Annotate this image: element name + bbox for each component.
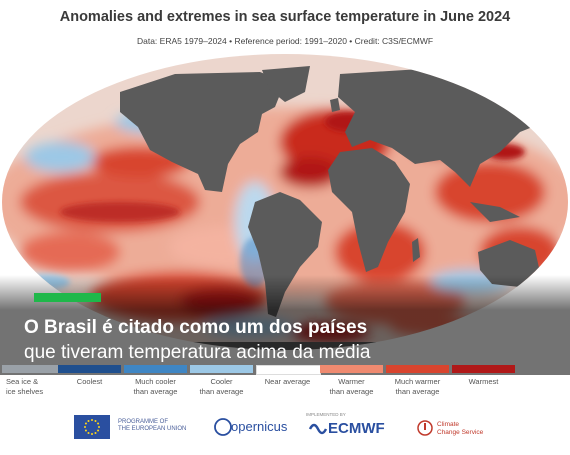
legend-label-much-cooler: Much cooler than average [133,377,178,396]
eu-star-icon [97,422,100,425]
accent-bar [34,293,101,302]
legend: Sea ice & ice shelves Coolest Much coole… [0,365,570,405]
eu-star-icon [94,432,97,435]
indonesia [470,202,520,222]
legend-label-sea-ice: Sea ice & ice shelves [6,377,44,396]
eu-star-icon [87,419,90,422]
uk [330,98,340,112]
c3s-logo-icon [417,420,433,436]
legend-label-coolest: Coolest [76,377,103,386]
legend-swatch-cooler [190,365,253,373]
greenland [262,66,310,102]
partner-logos: PROGRAMME OF THE EUROPEAN UNION opernicu… [0,410,570,450]
legend-swatch-coolest [58,365,121,373]
legend-swatch-much-warmer [386,365,449,373]
north-america [120,72,285,192]
legend-swatch-warmest [452,365,515,373]
eu-star-icon [97,429,100,432]
legend-swatch-sea-ice [2,365,62,373]
map-title: Anomalies and extremes in sea surface te… [59,9,511,25]
c3s-service-text: Climate Change Service [437,421,484,436]
caption-subline: que tiveram temperatura acima da média [24,342,371,363]
legend-swatch-much-cooler [124,365,187,373]
legend-label-much-warmer: Much warmer than average [394,377,441,396]
legend-label-warmest: Warmest [468,377,499,386]
copernicus-wordmark: opernicus [231,419,288,434]
eu-star-icon [94,419,97,422]
legend-swatch-warmer [320,365,383,373]
map-subtitle: Data: ERA5 1979–2024 • Reference period:… [136,36,434,46]
eu-star-icon [84,422,87,425]
legend-label-near-average: Near average [264,377,311,386]
eu-star-icon [98,426,100,428]
eu-star-icon [87,432,90,435]
caption-headline: O Brasil é citado como um dos países [24,317,368,338]
world-map [0,52,570,352]
eu-star-icon [91,433,93,435]
ecmwf-wordmark: ECMWF [328,420,385,437]
sst-anomaly-map [2,54,568,350]
eu-star-icon [84,429,87,432]
caption-overlay [0,275,570,375]
eu-star-icon [91,419,93,421]
legend-label-warmer: Warmer than average [329,377,374,396]
ecmwf-implemented-text: IMPLEMENTED BY [306,412,346,417]
madagascar [412,238,420,262]
legend-swatch-near-average [256,365,321,375]
legend-label-cooler: Cooler than average [199,377,244,396]
eu-flag-logo [74,415,110,439]
ecmwf-wave-icon [308,423,328,435]
eu-programme-text: PROGRAMME OF THE EUROPEAN UNION [118,419,187,432]
africa [328,148,410,272]
eu-star-icon [84,426,86,428]
copernicus-logo [214,418,232,436]
